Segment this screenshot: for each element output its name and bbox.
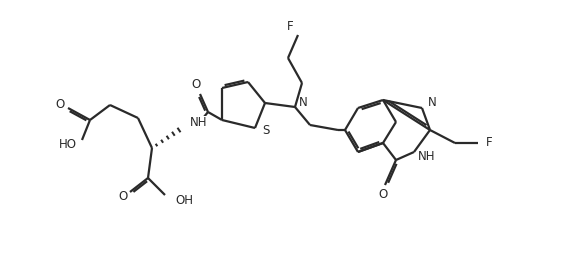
Text: OH: OH xyxy=(175,194,193,207)
Text: F: F xyxy=(286,20,293,34)
Text: F: F xyxy=(486,136,492,150)
Text: N: N xyxy=(299,97,308,110)
Text: NH: NH xyxy=(190,115,207,129)
Text: S: S xyxy=(262,123,269,136)
Text: O: O xyxy=(118,189,127,202)
Text: O: O xyxy=(191,79,201,91)
Text: O: O xyxy=(55,98,65,111)
Text: N: N xyxy=(428,95,437,109)
Text: NH: NH xyxy=(418,151,436,164)
Text: HO: HO xyxy=(59,137,77,151)
Text: O: O xyxy=(378,188,387,201)
